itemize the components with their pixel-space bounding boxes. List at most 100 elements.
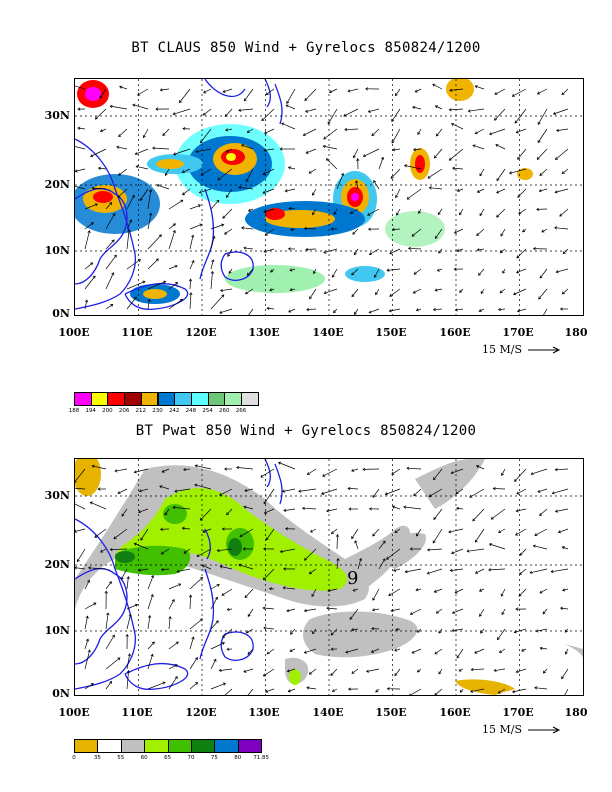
colorbar-swatch [124, 392, 142, 406]
wind-arrowhead [322, 144, 326, 149]
wind-arrow [357, 558, 362, 570]
wind-arrow [239, 528, 254, 538]
wind-arrowhead [496, 214, 500, 218]
wind-arrow [396, 208, 401, 216]
wind-arrow [372, 488, 380, 498]
wind-arrow [152, 147, 170, 150]
lat-lon-grid [75, 459, 583, 695]
wind-arrow [449, 108, 464, 111]
wind-arrowhead [279, 147, 283, 151]
wind-arrow [326, 607, 338, 610]
colorbar-tick-label: 80 [234, 755, 242, 761]
wind-arrowhead [150, 653, 154, 657]
wind-arrowhead [265, 92, 269, 95]
wind-arrowhead [476, 233, 480, 236]
wind-arrowhead [140, 537, 144, 541]
wind-arrow [84, 300, 88, 310]
wind-arrow [265, 688, 275, 693]
wind-arrow [243, 668, 254, 673]
wind-arrowhead [286, 100, 290, 104]
wind-arrowhead [150, 593, 154, 598]
wind-arrow [411, 228, 422, 237]
wind-arrowhead [323, 250, 327, 254]
wind-arrowhead [112, 634, 115, 638]
colorbar-tick-label: 35 [93, 755, 101, 761]
wind-arrowhead [347, 486, 351, 491]
wind-arrow [173, 148, 191, 155]
wind-arrow [498, 688, 506, 694]
wind-arrowhead [561, 546, 565, 550]
wind-arrowhead [426, 571, 430, 575]
wind-arrowhead [391, 227, 395, 232]
wind-arrow [519, 568, 527, 575]
wind-arrowhead [181, 192, 186, 196]
wind-arrow [454, 588, 464, 594]
wind-arrow [479, 208, 485, 216]
wind-arrowhead [264, 131, 268, 134]
wind-arrowhead [414, 89, 418, 93]
wind-arrow [375, 688, 380, 693]
wind-arrow [77, 548, 86, 562]
wind-arrow [499, 288, 506, 294]
wind-arrow [217, 548, 233, 552]
wind-arrow [415, 88, 422, 93]
wind-arrow [202, 564, 212, 570]
top-map-panel [74, 78, 584, 316]
wind-arrow [75, 528, 86, 532]
wind-arrow [309, 288, 317, 299]
wind-arrow [479, 308, 485, 312]
wind-arrow [244, 88, 254, 102]
wind-arrow [551, 568, 569, 573]
wind-arrow [228, 268, 233, 274]
wind-arrow [391, 108, 401, 122]
wind-arrow [264, 128, 275, 134]
colorbar-tick-label: 254 [202, 408, 213, 414]
wind-arrowhead [224, 114, 228, 117]
wind-arrow [413, 288, 422, 294]
wind-arrowhead [435, 610, 439, 614]
wind-arrowhead [312, 212, 315, 216]
wind-arrow [512, 688, 527, 693]
wind-arrowhead [243, 98, 247, 102]
wind-arrow [270, 268, 275, 273]
wind-arrowhead [559, 213, 563, 217]
wind-arrowhead [348, 507, 352, 511]
wind-arrowhead [159, 527, 163, 532]
wind-arrow [110, 548, 128, 550]
wind-arrow [288, 167, 296, 170]
wind-arrowhead [224, 231, 228, 235]
wind-arrowhead [448, 157, 452, 161]
wind-arrowhead [416, 533, 419, 537]
wind-arrow [354, 308, 359, 315]
wind-arrow [159, 485, 170, 490]
colorbar-swatch [97, 739, 122, 753]
cloud-shading [75, 79, 533, 304]
wind-arrowhead [432, 540, 436, 544]
wind-arrowhead [174, 664, 178, 668]
wind-arrow [226, 148, 233, 153]
wind-arrowhead [222, 635, 226, 639]
wind-arrowhead [390, 608, 394, 613]
wind-arrowhead [75, 566, 78, 570]
wind-arrow [126, 281, 146, 290]
wind-arrow [451, 123, 464, 130]
wind-arrow [354, 540, 359, 550]
wind-arrow [245, 168, 254, 182]
wind-arrow [498, 308, 506, 311]
wind-arrowhead [499, 250, 503, 254]
top-map-canvas [75, 79, 583, 315]
wind-arrowhead [537, 140, 541, 144]
wind-arrowhead [438, 630, 442, 634]
wind-arrow [538, 288, 548, 300]
colorbar-swatch [190, 392, 209, 406]
wind-arrowhead [467, 109, 471, 113]
wind-arrowhead [203, 90, 207, 94]
wind-arrowhead [493, 668, 497, 673]
colorbar-tick-label: 230 [152, 408, 163, 414]
wind-arrow [176, 568, 191, 573]
wind-arrowhead [561, 171, 565, 175]
wind-arrow [555, 188, 569, 193]
wind-arrowhead [303, 226, 307, 231]
wind-arrowhead [113, 536, 117, 540]
wind-arrowhead [120, 576, 124, 580]
